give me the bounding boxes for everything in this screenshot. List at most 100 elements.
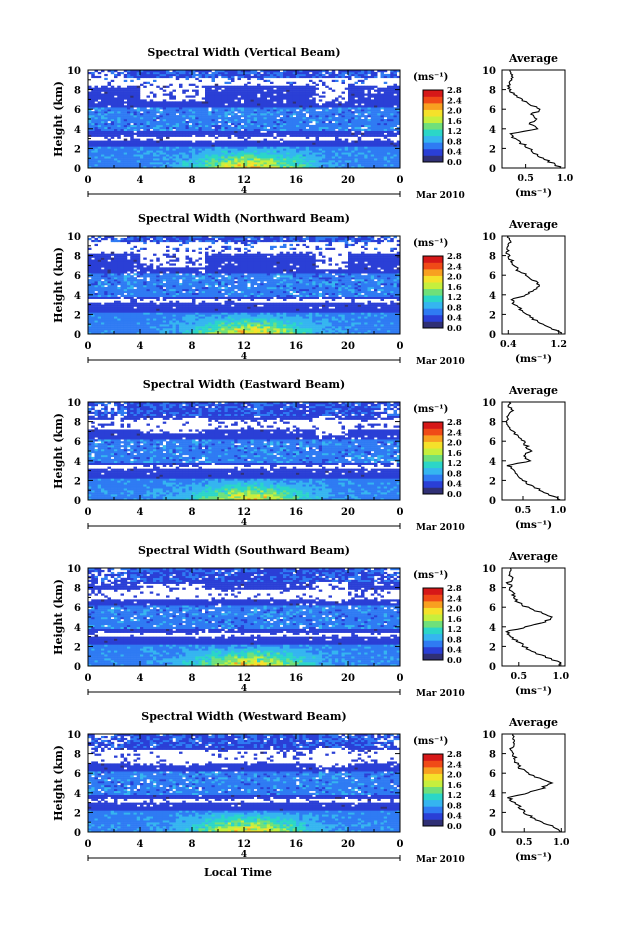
colorbar-segment (423, 321, 443, 329)
avg-y-tick-label: 2 (489, 476, 496, 487)
average-profile-line (504, 567, 561, 667)
panel-title: Spectral Width (Eastward Beam) (143, 378, 345, 391)
average-frame (501, 69, 566, 169)
colorbar-segment (423, 601, 443, 608)
x-tick-label: 4 (137, 507, 144, 518)
colorbar-segment (423, 148, 443, 156)
panel-0: Spectral Width (Vertical Beam)0246810Hei… (52, 46, 574, 201)
average-title: Average (508, 716, 558, 729)
colorbar-tick-label: 2.0 (447, 107, 462, 117)
x-tick-label: 0 (397, 175, 404, 186)
y-tick-label: 10 (67, 564, 81, 575)
day-label: 4 (241, 518, 247, 528)
x-tick-label: 20 (341, 341, 355, 352)
average-frame (501, 733, 566, 833)
colorbar-segment (423, 282, 443, 290)
colorbar-tick-label: 1.2 (447, 459, 462, 469)
colorbar-segment (423, 90, 443, 97)
avg-y-tick-label: 8 (489, 584, 496, 595)
x-tick-label: 4 (137, 175, 144, 186)
panels-group: Spectral Width (Vertical Beam) 0 2 4 6 8 10 Hei… (52, 46, 574, 879)
panel-title: Spectral Width (Vertical Beam) (147, 46, 340, 59)
panel-3: Spectral Width (Southward Beam)0246810He… (52, 544, 569, 699)
avg-y-tick-label: 0 (489, 164, 496, 175)
x-tick-label: 0 (85, 673, 92, 684)
colorbar-tick-label: 0.4 (447, 148, 462, 158)
colorbar-tick-label: 0.0 (447, 324, 462, 334)
panel-2: Spectral Width (Eastward Beam)0246810Hei… (52, 378, 567, 533)
colorbar-segment (423, 122, 443, 130)
colorbar-segment (423, 594, 443, 602)
x-axis-label: Local Time (204, 866, 272, 879)
colorbar-tick-label: 2.4 (447, 594, 462, 604)
x-tick-label: 0 (397, 507, 404, 518)
avg-x-tick-label: 1.0 (557, 173, 574, 184)
avg-y-tick-label: 2 (489, 642, 496, 653)
date-label: Mar 2010 (416, 689, 465, 699)
y-tick-label: 8 (74, 252, 81, 263)
average-frame (501, 401, 566, 501)
colorbar-unit-label: (ms⁻¹) (413, 736, 448, 747)
day-label: 4 (241, 850, 247, 860)
colorbar-tick-label: 0.4 (447, 812, 462, 822)
colorbar-segment (423, 435, 443, 442)
avg-x-tick-label: 1.0 (553, 671, 570, 682)
average-x-label: (ms⁻¹) (515, 851, 552, 863)
colorbar-frame (422, 587, 444, 661)
x-tick-label: 0 (397, 341, 404, 352)
y-tick-label: 4 (74, 125, 81, 136)
y-axis-label: Height (km) (52, 247, 65, 323)
x-tick-label: 16 (289, 175, 303, 186)
colorbar-tick-label: 0.4 (447, 480, 462, 490)
x-tick-label: 12 (237, 507, 251, 518)
avg-y-tick-label: 6 (489, 437, 496, 448)
x-tick-label: 20 (341, 839, 355, 850)
y-tick-label: 10 (67, 66, 81, 77)
avg-y-tick-label: 4 (489, 291, 496, 302)
colorbar-segment (423, 754, 443, 761)
colorbar-tick-label: 1.2 (447, 127, 462, 137)
colorbar-segment (423, 467, 443, 475)
y-tick-label: 0 (74, 330, 81, 341)
date-label: Mar 2010 (416, 191, 465, 201)
avg-y-tick-label: 2 (489, 808, 496, 819)
colorbar-segment (423, 301, 443, 309)
y-tick-label: 2 (74, 808, 81, 819)
x-tick-label: 0 (85, 175, 92, 186)
colorbar-segment (423, 806, 443, 814)
y-tick-label: 4 (74, 457, 81, 468)
colorbar-tick-label: 1.2 (447, 791, 462, 801)
panel-4: Spectral Width (Westward Beam)0246810Hei… (52, 710, 570, 879)
colorbar-unit-label: (ms⁻¹) (413, 404, 448, 415)
colorbar-segment (423, 640, 443, 648)
colorbar-segment (423, 262, 443, 270)
colorbar-segment (423, 614, 443, 622)
avg-x-tick-label: 1.0 (553, 837, 570, 848)
avg-y-tick-label: 10 (482, 232, 496, 243)
colorbar-segment (423, 129, 443, 137)
y-tick-label: 4 (74, 623, 81, 634)
x-tick-label: 0 (85, 839, 92, 850)
y-tick-label: 6 (74, 271, 81, 282)
colorbar-tick-label: 0.0 (447, 158, 462, 168)
colorbar-tick-label: 1.6 (447, 283, 462, 293)
colorbar-tick-label: 0.0 (447, 490, 462, 500)
y-tick-label: 6 (74, 603, 81, 614)
y-tick-label: 8 (74, 584, 81, 595)
colorbar-segment (423, 760, 443, 768)
colorbar-tick-label: 0.8 (447, 469, 462, 479)
colorbar-tick-label: 1.6 (447, 615, 462, 625)
average-title: Average (508, 550, 558, 563)
avg-y-tick-label: 6 (489, 769, 496, 780)
colorbar-segment (423, 422, 443, 429)
avg-y-tick-label: 0 (489, 330, 496, 341)
average-profile-line (505, 235, 563, 335)
average-x-label: (ms⁻¹) (515, 353, 552, 365)
y-tick-label: 4 (74, 789, 81, 800)
avg-y-tick-label: 2 (489, 144, 496, 155)
avg-y-tick-label: 2 (489, 310, 496, 321)
x-tick-label: 20 (341, 673, 355, 684)
x-tick-label: 16 (289, 507, 303, 518)
colorbar-tick-label: 0.4 (447, 646, 462, 656)
avg-y-tick-label: 0 (489, 828, 496, 839)
